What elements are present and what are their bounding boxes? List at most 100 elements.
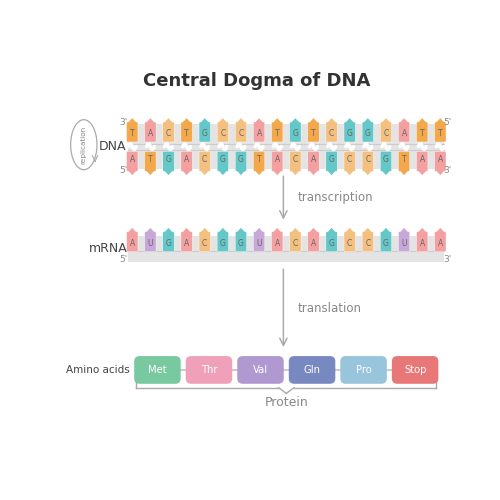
FancyBboxPatch shape [362,122,374,142]
FancyBboxPatch shape [236,151,246,172]
FancyBboxPatch shape [199,122,210,142]
Text: Central Dogma of DNA: Central Dogma of DNA [142,72,370,90]
FancyBboxPatch shape [434,151,446,172]
Polygon shape [291,170,300,175]
Polygon shape [164,118,173,123]
Text: A: A [130,155,135,164]
FancyBboxPatch shape [392,356,438,384]
Text: C: C [202,155,207,164]
Polygon shape [436,170,445,175]
FancyBboxPatch shape [217,151,228,172]
Polygon shape [291,228,300,233]
Text: A: A [184,155,189,164]
Text: U: U [148,239,153,248]
Text: C: C [220,129,226,138]
Text: G: G [328,239,334,248]
Text: 5': 5' [443,118,452,127]
Polygon shape [345,118,354,123]
Text: 5': 5' [120,255,128,264]
Text: C: C [329,129,334,138]
Polygon shape [364,170,372,175]
FancyBboxPatch shape [236,232,246,252]
Polygon shape [345,228,354,233]
FancyBboxPatch shape [134,356,180,384]
Text: C: C [365,239,370,248]
Polygon shape [436,228,445,233]
Bar [128,124,444,169]
Polygon shape [236,170,246,175]
Text: G: G [292,129,298,138]
FancyBboxPatch shape [308,122,319,142]
Text: T: T [184,129,189,138]
Polygon shape [218,228,228,233]
Text: Val: Val [253,365,268,375]
Text: replication: replication [81,126,87,164]
Polygon shape [128,228,137,233]
Polygon shape [382,170,390,175]
Polygon shape [164,170,173,175]
Text: A: A [274,239,280,248]
Polygon shape [345,170,354,175]
Text: T: T [438,129,442,138]
Text: 3': 3' [443,166,452,175]
Text: G: G [202,129,207,138]
Text: G: G [220,239,226,248]
Polygon shape [254,170,264,175]
Text: C: C [238,129,244,138]
Polygon shape [418,118,426,123]
FancyBboxPatch shape [380,232,392,252]
Text: T: T [257,155,262,164]
FancyBboxPatch shape [344,122,356,142]
FancyBboxPatch shape [126,122,138,142]
FancyBboxPatch shape [362,232,374,252]
FancyBboxPatch shape [380,151,392,172]
Polygon shape [400,228,408,233]
Text: C: C [347,155,352,164]
FancyBboxPatch shape [326,122,338,142]
Text: G: G [347,129,352,138]
Text: A: A [256,129,262,138]
Text: T: T [130,129,134,138]
FancyBboxPatch shape [217,122,228,142]
Polygon shape [400,170,408,175]
Polygon shape [200,228,209,233]
Text: A: A [420,239,425,248]
Text: mRNA: mRNA [89,242,128,255]
Text: A: A [311,239,316,248]
Text: A: A [311,155,316,164]
FancyBboxPatch shape [362,151,374,172]
Polygon shape [382,118,390,123]
Text: G: G [383,155,389,164]
Polygon shape [218,118,228,123]
Polygon shape [327,228,336,233]
Polygon shape [309,170,318,175]
FancyBboxPatch shape [199,151,210,172]
Text: T: T [420,129,424,138]
Polygon shape [418,228,426,233]
Polygon shape [382,228,390,233]
Bar [128,236,444,262]
FancyBboxPatch shape [238,356,284,384]
FancyBboxPatch shape [254,232,265,252]
FancyBboxPatch shape [289,356,336,384]
Text: C: C [202,239,207,248]
FancyBboxPatch shape [186,356,232,384]
Polygon shape [236,228,246,233]
Text: Pro: Pro [356,365,372,375]
FancyBboxPatch shape [416,122,428,142]
Text: Stop: Stop [404,365,426,375]
Polygon shape [128,170,137,175]
Polygon shape [418,170,426,175]
Text: G: G [220,155,226,164]
Polygon shape [200,118,209,123]
Polygon shape [309,228,318,233]
Polygon shape [436,118,445,123]
Text: C: C [365,155,370,164]
Polygon shape [146,228,155,233]
FancyBboxPatch shape [434,232,446,252]
FancyBboxPatch shape [434,122,446,142]
Text: Thr: Thr [200,365,217,375]
FancyBboxPatch shape [254,122,265,142]
Polygon shape [200,170,209,175]
FancyBboxPatch shape [144,232,156,252]
